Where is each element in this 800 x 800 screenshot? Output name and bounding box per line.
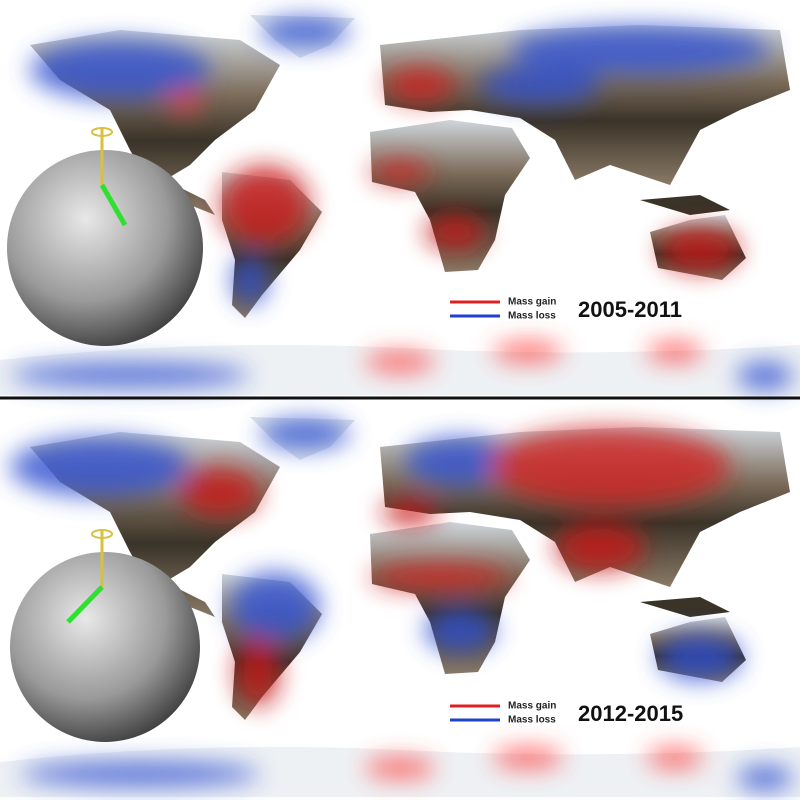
spin-arrow [91,127,113,137]
globe [10,552,200,742]
legend-label: Mass loss [508,715,556,726]
globe [7,150,203,346]
mass-overlay [10,419,793,790]
spin-arrow [91,529,113,539]
period-label: 2005-2011 [578,297,682,322]
panel: Mass gain Mass loss 2012-2015 [0,417,800,797]
panel: Mass gain Mass loss 2005-2011 [0,15,800,395]
legend-label: Mass gain [508,297,556,308]
legend-label: Mass gain [508,701,556,712]
pole-drift [99,183,128,227]
mass-overlay [10,17,793,390]
period-label: 2012-2015 [578,701,683,726]
legend-label: Mass loss [508,311,556,322]
pole-drift [66,585,104,624]
